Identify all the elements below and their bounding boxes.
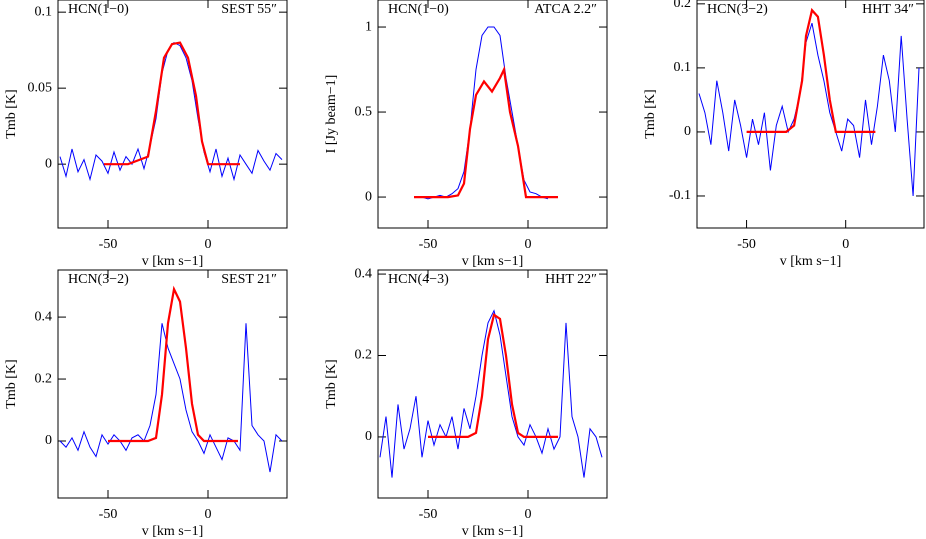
spectrum-line — [428, 312, 558, 438]
x-axis-label: v [km s−1] — [462, 254, 524, 269]
x-axis-label: v [km s−1] — [142, 524, 204, 539]
x-tick-label: -50 — [99, 507, 118, 522]
y-tick-label: 0.1 — [674, 60, 692, 75]
telescope-label: SEST 55″ — [221, 2, 277, 17]
y-tick-label: 0 — [45, 156, 52, 171]
line-label: HCN(3−2) — [707, 2, 768, 17]
y-tick-label: 0 — [45, 433, 52, 448]
x-axis-label: v [km s−1] — [780, 254, 842, 269]
spectrum-line — [416, 26, 549, 200]
plot-frame — [377, 269, 608, 499]
telescope-label: HHT 34″ — [862, 2, 914, 17]
x-axis-label: v [km s−1] — [142, 254, 204, 269]
x-tick-label: 0 — [842, 237, 849, 252]
spectrum-line — [59, 323, 283, 473]
y-tick-label: 0.2 — [674, 0, 692, 11]
x-tick-label: 0 — [205, 237, 212, 252]
x-tick-label: 0 — [525, 507, 532, 522]
y-tick-label: 0 — [365, 429, 372, 444]
y-tick-label: 0.2 — [35, 371, 53, 386]
telescope-label: HHT 22″ — [545, 272, 597, 287]
telescope-label: ATCA 2.2″ — [534, 2, 597, 17]
x-axis-label: v [km s−1] — [462, 524, 524, 539]
spectrum-line — [59, 41, 283, 182]
line-label: HCN(4−3) — [388, 272, 449, 287]
spectrum-line — [108, 285, 238, 443]
y-tick-label: 0.4 — [35, 309, 53, 324]
line-label: HCN(1−0) — [388, 2, 449, 17]
plot-frame — [696, 0, 925, 229]
y-tick-label: 1 — [365, 19, 372, 34]
spectrum-line — [379, 309, 603, 478]
y-tick-label: 0.4 — [355, 266, 373, 281]
telescope-label: SEST 21″ — [221, 272, 277, 287]
plot-frame — [377, 0, 608, 229]
x-tick-label: -50 — [419, 507, 438, 522]
y-axis-label: Tmb [K] — [4, 359, 19, 408]
spectrum-line — [746, 7, 876, 133]
spectrum-line — [698, 22, 920, 197]
y-axis-label: I [Jy beam−1] — [324, 75, 339, 154]
spectrum-line — [414, 65, 558, 199]
x-tick-label: -50 — [737, 237, 756, 252]
y-tick-label: 0 — [365, 189, 372, 204]
y-tick-label: -0.1 — [669, 188, 691, 203]
line-label: HCN(1−0) — [68, 2, 129, 17]
x-tick-label: -50 — [99, 237, 118, 252]
x-tick-label: 0 — [205, 507, 212, 522]
spectrum-line — [104, 41, 240, 166]
y-tick-label: 0.2 — [355, 348, 373, 363]
y-tick-label: 0.05 — [28, 80, 53, 95]
y-tick-label: 0.1 — [35, 4, 53, 19]
x-tick-label: -50 — [419, 237, 438, 252]
y-tick-label: 0.5 — [355, 104, 373, 119]
y-axis-label: Tmb [K] — [4, 89, 19, 138]
y-tick-label: 0 — [684, 124, 691, 139]
y-axis-label: Tmb [K] — [324, 359, 339, 408]
y-axis-label: Tmb [K] — [643, 89, 658, 138]
plot-frame — [57, 269, 288, 499]
line-label: HCN(3−2) — [68, 272, 129, 287]
x-tick-label: 0 — [525, 237, 532, 252]
plot-frame — [57, 0, 288, 229]
